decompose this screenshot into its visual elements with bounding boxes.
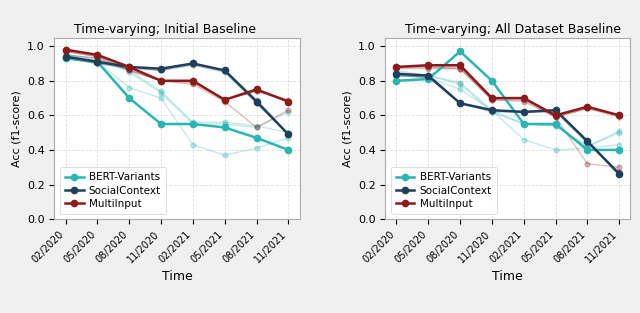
X-axis label: Time: Time (161, 270, 193, 283)
MultiInput (61, 48, 69, 52)
Line: BERT-Variants: BERT-Variants (63, 55, 291, 153)
MultiInput (552, 114, 559, 117)
SocialContext (285, 132, 292, 136)
Text: Time-varying; Initial Baseline: Time-varying; Initial Baseline (74, 23, 256, 36)
MultiInput (392, 65, 400, 69)
SocialContext (253, 100, 260, 103)
SocialContext (61, 55, 69, 59)
Legend: BERT-Variants, SocialContext, MultiInput: BERT-Variants, SocialContext, MultiInput (390, 167, 497, 214)
SocialContext (520, 110, 527, 114)
SocialContext (424, 74, 432, 78)
BERT-Variants (520, 122, 527, 126)
SocialContext (157, 67, 165, 70)
SocialContext (456, 101, 464, 105)
MultiInput (221, 98, 228, 102)
MultiInput (157, 79, 165, 83)
BERT-Variants (253, 136, 260, 140)
Text: Time-varying; All Dataset Baseline: Time-varying; All Dataset Baseline (405, 23, 621, 36)
BERT-Variants (157, 122, 165, 126)
SocialContext (552, 108, 559, 112)
Legend: BERT-Variants, SocialContext, MultiInput: BERT-Variants, SocialContext, MultiInput (60, 167, 166, 214)
BERT-Variants (392, 79, 400, 83)
MultiInput (125, 65, 133, 69)
BERT-Variants (93, 60, 101, 64)
Line: BERT-Variants: BERT-Variants (394, 48, 622, 153)
BERT-Variants (285, 148, 292, 152)
BERT-Variants (552, 122, 559, 126)
BERT-Variants (61, 56, 69, 60)
MultiInput (456, 63, 464, 67)
SocialContext (93, 60, 101, 64)
Line: MultiInput: MultiInput (63, 47, 291, 105)
SocialContext (392, 72, 400, 76)
X-axis label: Time: Time (492, 270, 524, 283)
SocialContext (221, 69, 228, 72)
SocialContext (125, 65, 133, 69)
Line: SocialContext: SocialContext (63, 54, 291, 137)
MultiInput (93, 53, 101, 57)
BERT-Variants (125, 96, 133, 100)
Y-axis label: Acc (f1-score): Acc (f1-score) (342, 90, 352, 167)
SocialContext (584, 139, 591, 143)
MultiInput (520, 96, 527, 100)
MultiInput (488, 96, 496, 100)
BERT-Variants (488, 79, 496, 83)
BERT-Variants (616, 148, 623, 152)
Y-axis label: Acc (f1-score): Acc (f1-score) (12, 90, 21, 167)
MultiInput (584, 105, 591, 109)
MultiInput (189, 79, 196, 83)
BERT-Variants (584, 148, 591, 152)
Line: SocialContext: SocialContext (394, 71, 622, 177)
SocialContext (189, 62, 196, 65)
BERT-Variants (456, 49, 464, 53)
MultiInput (285, 100, 292, 103)
MultiInput (616, 114, 623, 117)
MultiInput (253, 88, 260, 91)
BERT-Variants (424, 77, 432, 81)
BERT-Variants (221, 126, 228, 129)
BERT-Variants (189, 122, 196, 126)
Line: MultiInput: MultiInput (394, 62, 622, 119)
SocialContext (488, 108, 496, 112)
MultiInput (424, 63, 432, 67)
SocialContext (616, 172, 623, 176)
